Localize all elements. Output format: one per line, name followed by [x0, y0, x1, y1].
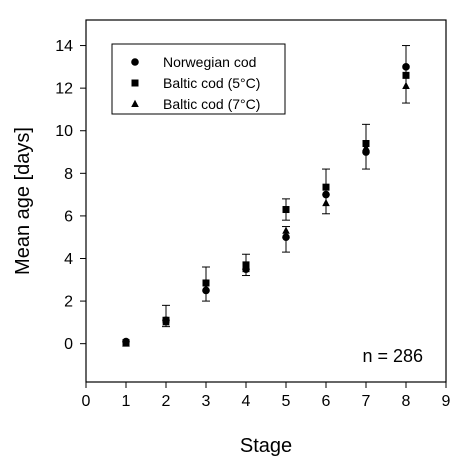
legend-marker [131, 99, 139, 107]
x-tick-label: 5 [282, 393, 291, 410]
y-tick-label: 10 [55, 123, 73, 140]
data-point [402, 71, 410, 79]
series-triangle [122, 81, 410, 347]
data-point [402, 63, 410, 71]
y-tick-label: 14 [55, 38, 73, 55]
y-tick-label: 6 [64, 208, 73, 225]
legend-label: Baltic cod (7°C) [163, 96, 260, 112]
x-tick-label: 0 [82, 393, 91, 410]
legend-label: Baltic cod (5°C) [163, 75, 260, 91]
data-point [282, 233, 290, 241]
data-point [322, 183, 330, 191]
x-tick-label: 8 [402, 393, 411, 410]
data-point [282, 206, 290, 214]
data-point [402, 81, 410, 90]
y-tick-label: 2 [64, 294, 73, 311]
x-tick-label: 3 [202, 393, 211, 410]
data-point [242, 264, 250, 273]
plot-frame [85, 19, 447, 383]
data-point [242, 261, 250, 269]
legend: Norwegian cod Baltic cod (5°C) Baltic cod … [111, 43, 286, 115]
data-point [162, 318, 170, 326]
annotation-n: n = 286 [362, 346, 423, 366]
legend-label: Norwegian cod [163, 54, 256, 70]
x-tick-label: 2 [162, 393, 171, 410]
data-point [322, 190, 330, 199]
data-point [282, 226, 290, 234]
y-tick-label: 12 [55, 81, 73, 98]
x-tick-label: 4 [242, 393, 251, 410]
legend-marker [131, 58, 139, 66]
data-point [202, 279, 210, 287]
y-axis-label: Mean age [days] [12, 127, 34, 275]
y-tick-label: 8 [64, 166, 73, 183]
x-tick-label: 7 [362, 393, 371, 410]
x-tick-label: 9 [442, 393, 451, 410]
x-axis-label: Stage [240, 435, 292, 457]
x-tick-label: 6 [322, 393, 331, 410]
data-point [202, 284, 210, 292]
legend-marker [131, 79, 139, 87]
data-marks [122, 45, 410, 347]
data-point [322, 198, 330, 207]
legend-box [111, 43, 286, 115]
x-tick-label: 1 [122, 393, 131, 410]
data-point [362, 143, 370, 151]
data-point [122, 339, 130, 347]
data-point [362, 140, 370, 148]
y-tick-label: 4 [64, 251, 73, 268]
y-tick-label: 0 [64, 336, 73, 353]
